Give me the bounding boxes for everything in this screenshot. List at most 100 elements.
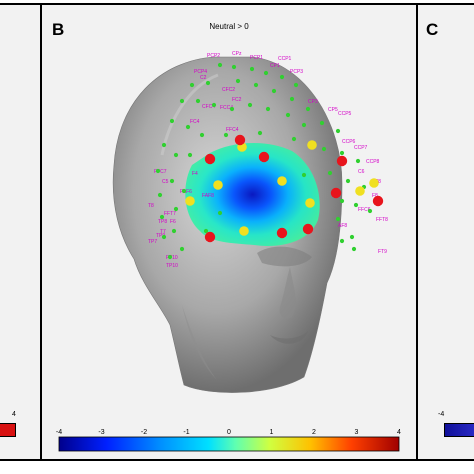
electrode-marker-green [185,124,191,130]
electrode-marker-yellow [277,176,287,186]
electrode-marker-green [263,70,269,76]
electrode-marker-red [336,155,348,167]
electrode-label: CCP6 [342,139,356,145]
electrode-marker-red [330,187,342,199]
electrode-label: CP3 [308,99,318,105]
electrode-marker-green [203,228,209,234]
colorbar-tick-label: 4 [397,429,401,436]
electrode-marker-green [189,82,195,88]
electrode-marker-green [247,102,253,108]
electrode-marker-green [223,132,229,138]
electrode-marker-green [169,178,175,184]
electrode-label: TP8 [158,219,167,225]
electrode-marker-green [367,208,373,214]
electrode-marker-yellow [305,198,315,208]
panel-center: B Neutral > 0 [40,3,418,461]
electrode-marker-green [187,152,193,158]
electrode-label: FFT8 [376,217,388,223]
electrode-marker-green [173,152,179,158]
activation-map [185,142,320,246]
electrode-marker-green [169,118,175,124]
electrode-label: CCP7 [354,145,368,151]
electrode-label: FCC4 [220,105,233,111]
electrode-label: F6 [170,219,176,225]
electrode-marker-red [302,223,314,235]
colorbar-tick-label: 1 [270,429,274,436]
electrode-marker-green [301,172,307,178]
electrode-marker-green [355,158,361,164]
electrode-marker-green [335,128,341,134]
colorbar-tick-label: 3 [355,429,359,436]
electrode-label: FT10 [166,255,178,261]
electrode-marker-green [159,214,165,220]
electrode-label: CP1 [270,63,280,69]
electrode-marker-red [372,195,384,207]
electrode-marker-green [161,142,167,148]
electrode-label: C5 [162,179,169,185]
electrode-marker-green [231,64,237,70]
left-colorbar-max-tick: 4 [12,411,16,418]
electrode-marker-green [353,202,359,208]
electrode-label: PCP1 [250,55,263,61]
left-colorbar [0,423,16,437]
electrode-marker-green [167,254,173,260]
electrode-label: CFC4 [202,104,215,110]
electrode-marker-green [199,132,205,138]
electrode-marker-yellow [369,178,379,188]
electrode-label: CP5 [328,107,338,113]
electrode-marker-green [291,136,297,142]
electrode-label: CFC2 [222,87,235,93]
electrode-marker-green [319,120,325,126]
colorbar-tick-label: -3 [98,429,104,436]
electrode-marker-red [258,151,270,163]
electrode-marker-green [157,192,163,198]
colorbar-tick-label: -1 [183,429,189,436]
electrode-marker-green [285,112,291,118]
electrode-marker-green [339,198,345,204]
panel-left: 4 [0,3,42,461]
electrode-label: CCP8 [366,159,380,165]
electrode-marker-yellow [307,140,317,150]
electrode-label: FAF8 [202,193,214,199]
electrode-label: CPz [232,51,242,57]
electrode-marker-green [195,98,201,104]
electrode-label: F4 [192,171,198,177]
electrode-marker-green [349,234,355,240]
electrode-marker-green [171,228,177,234]
electrode-marker-green [301,122,307,128]
electrode-label: FFC4 [226,127,239,133]
electrode-label: PCP3 [290,69,303,75]
electrode-label: FFC6 [358,207,371,213]
electrode-marker-green [155,168,161,174]
electrode-marker-green [305,106,311,112]
electrode-label: TP10 [166,263,178,269]
electrode-label: FC4 [190,119,200,125]
colorbar: -4 -3 -2 -1 0 1 2 3 4 [56,429,401,452]
right-colorbar-min-tick: -4 [438,411,445,418]
electrode-marker-green [289,96,295,102]
electrode-label: FAF6 [180,189,192,195]
electrode-marker-red [204,231,216,243]
electrode-label: C6 [358,169,365,175]
electrode-marker-green [235,78,241,84]
electrode-marker-green [339,238,345,244]
electrode-marker-green [211,102,217,108]
electrode-label: TP7 [148,239,157,245]
electrode-marker-green [271,88,277,94]
electrode-label: PCP2 [207,53,220,59]
electrode-label: T8 [148,203,154,209]
electrode-marker-green [345,178,351,184]
electrode-marker-green [351,246,357,252]
electrode-marker-red [204,153,216,165]
electrode-marker-green [253,82,259,88]
electrode-label: T7 [160,229,166,235]
electrode-label: FC2 [232,97,242,103]
electrode-label: FFC7 [154,169,167,175]
electrode-label: C2 [200,75,207,81]
electrode-marker-green [179,98,185,104]
colorbar-gradient [58,436,400,452]
electrode-label: PCP4 [194,69,207,75]
electrode-label: AF8 [338,223,347,229]
electrode-marker-yellow [213,180,223,190]
